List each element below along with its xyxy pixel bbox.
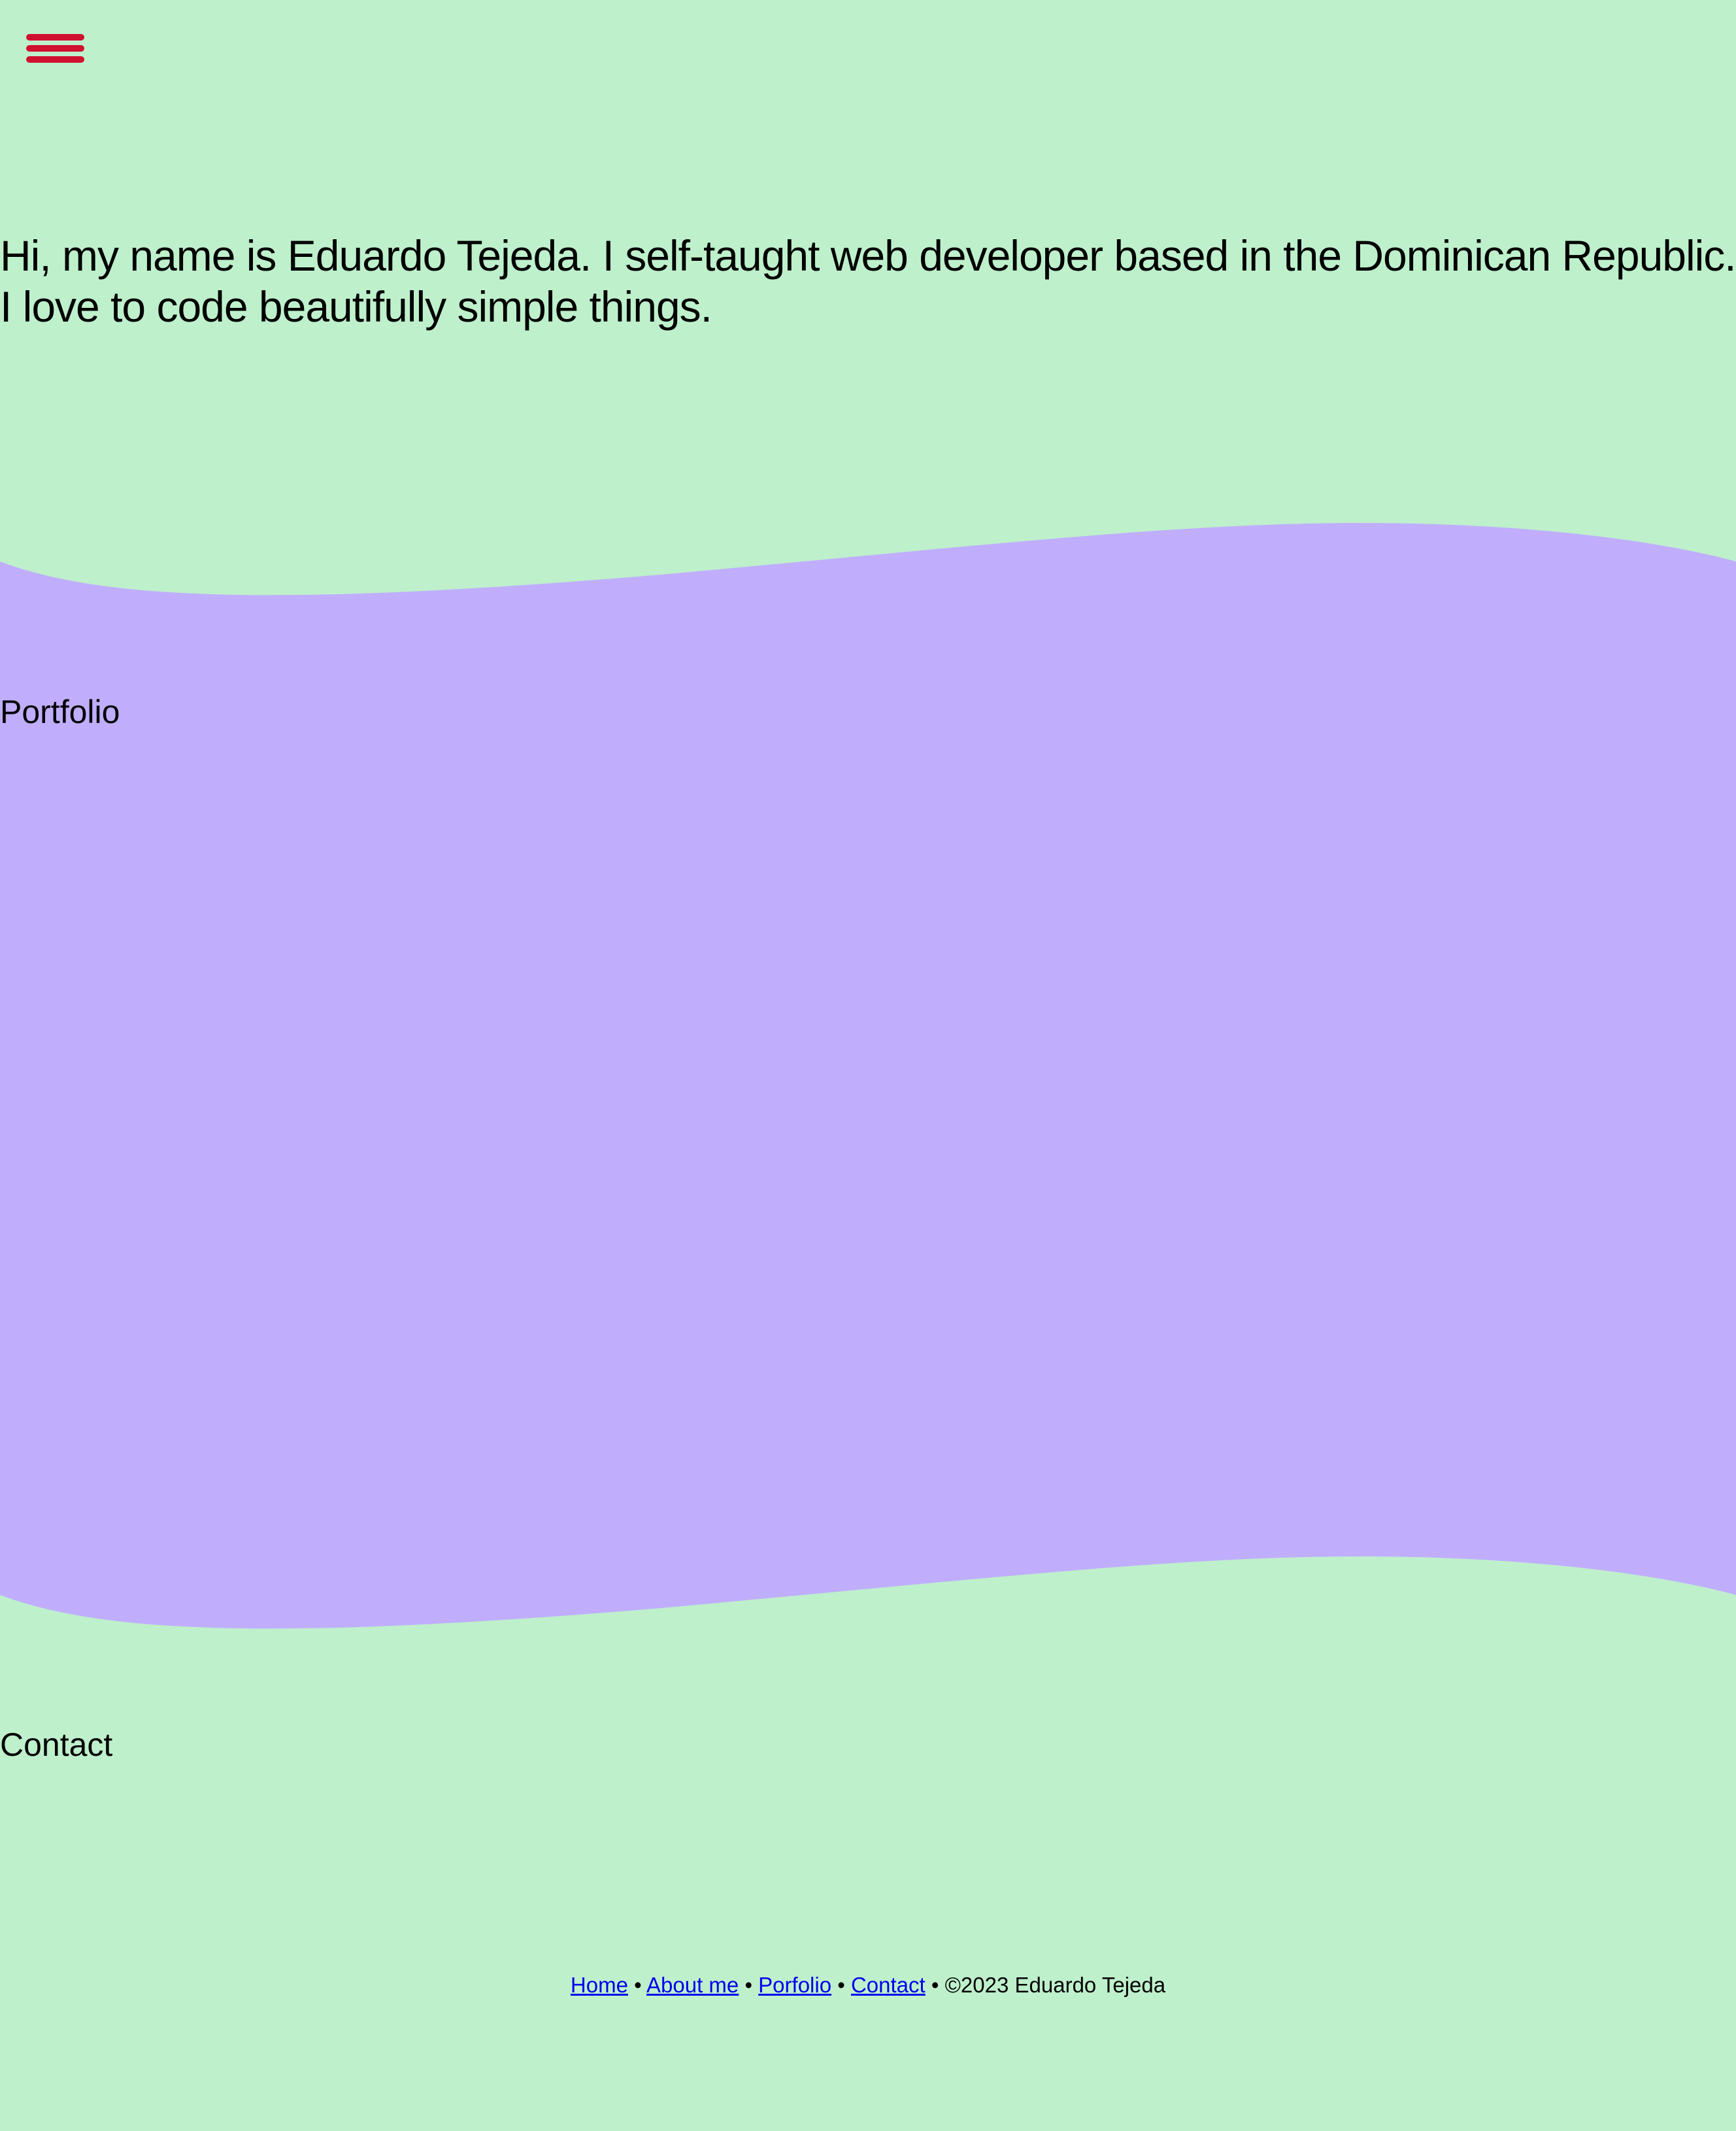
section-heading: Portfolio [0,694,120,730]
purple-section [0,523,1736,1629]
separator: • [744,1973,752,1997]
copyright: ©2023 Eduardo Tejeda [944,1973,1166,1997]
footer-link[interactable]: Home [570,1973,628,1997]
separator: • [634,1973,642,1997]
section-heading: Contact [0,1726,113,1763]
menu-bar [26,45,84,52]
footer-link[interactable]: Porfolio [758,1973,832,1997]
menu-bar [26,34,84,41]
separator: • [931,1973,939,1997]
footer-link[interactable]: Contact [850,1973,926,1997]
menu-bar [26,56,84,63]
hero-text: Hi, my name is Eduardo Tejeda. I self-ta… [0,230,1736,332]
hero-line: I love to code beautifully simple things… [0,282,712,331]
separator: • [837,1973,845,1997]
footer-link[interactable]: About me [646,1973,739,1997]
hero-line: Hi, my name is Eduardo Tejeda. I self-ta… [0,231,1736,280]
menu-button[interactable] [24,31,89,67]
footer: Home • About me • Porfolio • Contact • ©… [0,1973,1736,1998]
